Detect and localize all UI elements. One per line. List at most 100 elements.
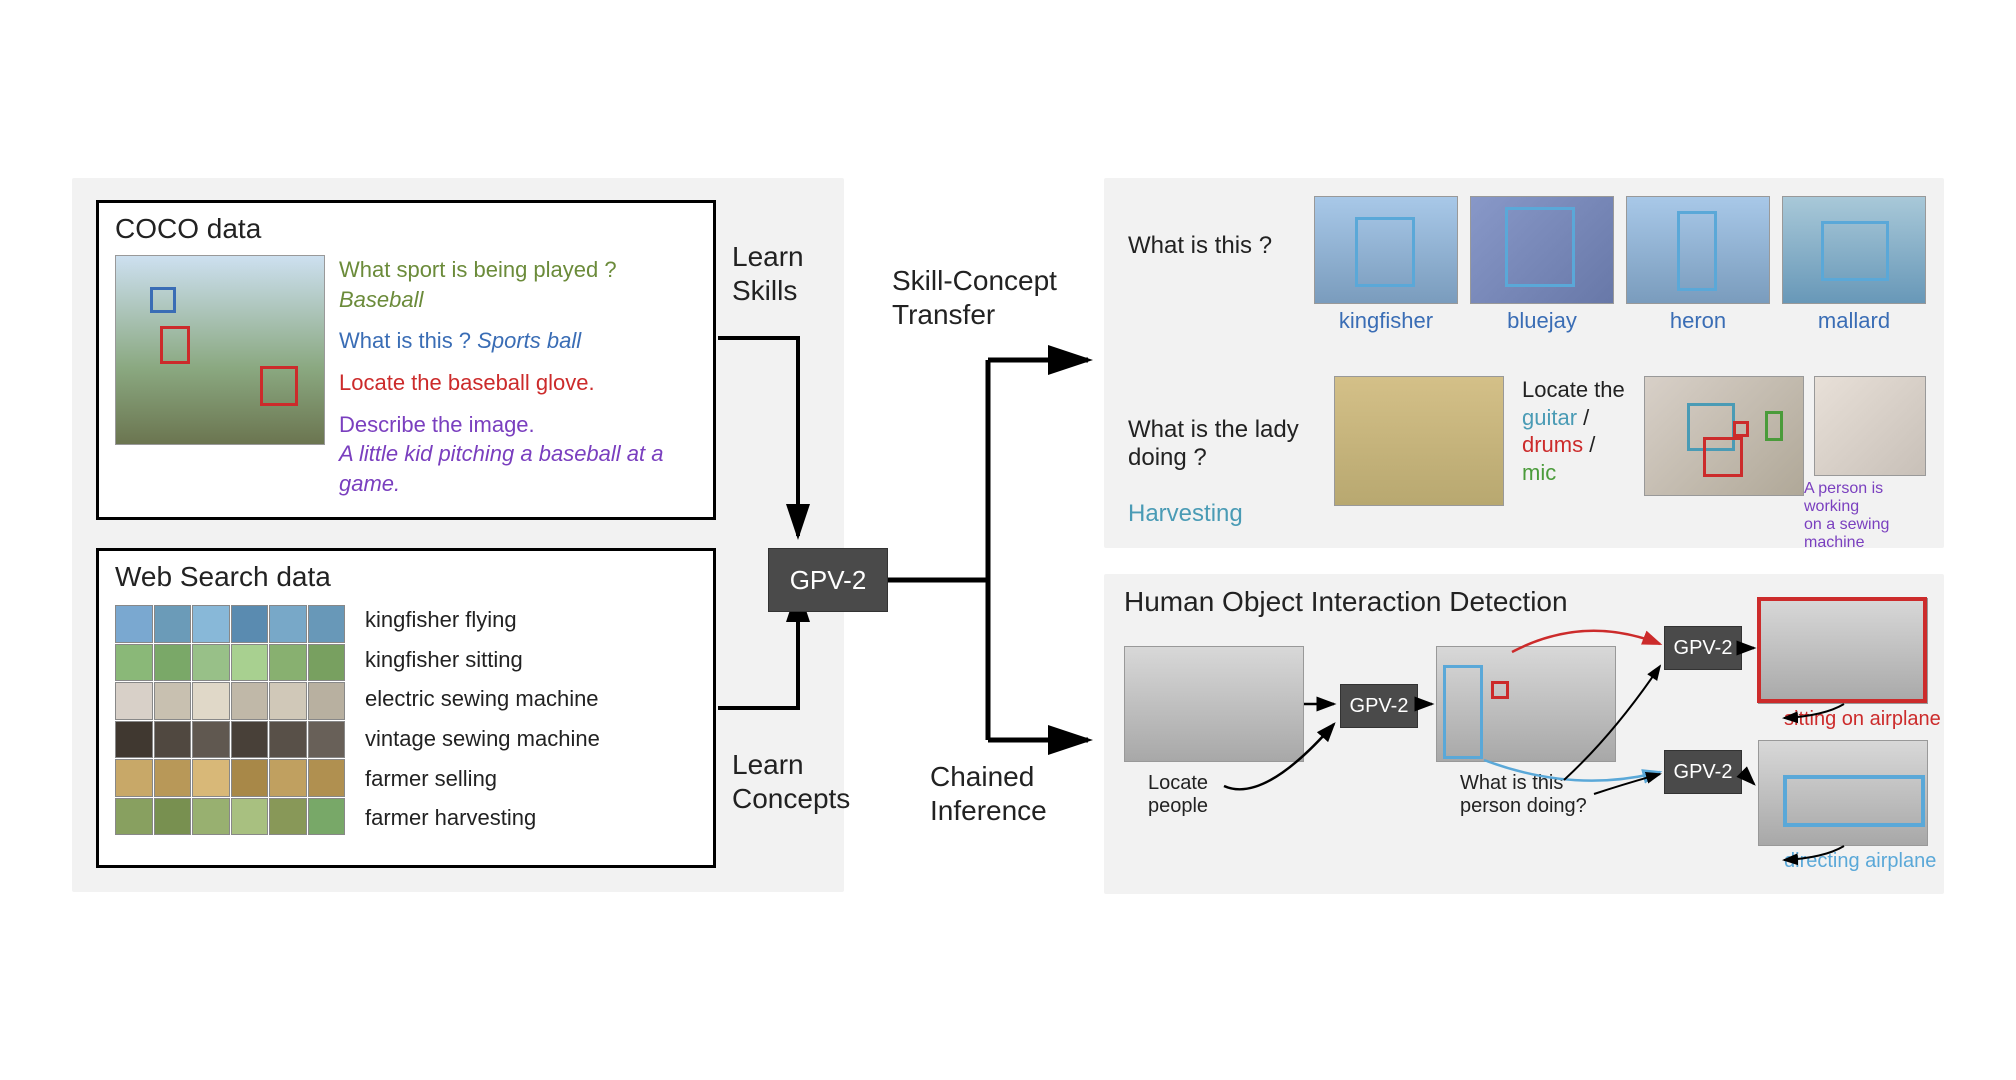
bird-3-bbox [1821,221,1889,281]
coco-prompts: What sport is being played ? Baseball Wh… [339,255,699,499]
bird-3-label: mallard [1782,308,1926,334]
bird-0-img [1314,196,1458,304]
grid-thumb [269,644,307,682]
chained-label: Chained Inference [930,760,1047,827]
bird-2-img [1626,196,1770,304]
grid-thumb [308,682,346,720]
grid-thumb [115,682,153,720]
coco-prompt-2-q: Locate the baseball glove. [339,370,595,395]
web-query-3: vintage sewing machine [365,724,705,754]
grid-thumb [192,721,230,759]
locate-mic: mic [1522,460,1556,485]
q-lady-doing: What is the lady doing ? Harvesting [1128,388,1299,528]
grid-thumb [115,605,153,643]
grid-thumb [115,798,153,836]
grid-thumb [192,682,230,720]
grid-thumb [154,798,192,836]
grid-thumb [231,605,269,643]
sewing-caption: A person is working on a sewing machine [1804,480,1938,552]
band-bbox-extra [1733,421,1749,437]
web-grid [115,605,345,835]
learn-skills-label: Learn Skills [732,240,804,307]
bird-1-img [1470,196,1614,304]
grid-thumb [308,644,346,682]
harvest-img [1334,376,1504,506]
gpv-center-label: GPV-2 [790,565,867,596]
grid-thumb [154,605,192,643]
coco-prompt-0-a: Baseball [339,287,423,312]
grid-thumb [269,759,307,797]
learn-concepts-label: Learn Concepts [732,748,850,815]
q-what-is-this: What is this ? [1128,232,1272,260]
grid-thumb [192,605,230,643]
bird-2-label: heron [1626,308,1770,334]
right-top-panel: What is this ? kingfisher bluejay heron … [1104,178,1944,548]
sewing-img [1814,376,1926,476]
locate-drums: drums [1522,432,1583,457]
q-lady-ans: Harvesting [1128,500,1243,527]
grid-thumb [192,759,230,797]
web-query-0: kingfisher flying [365,605,705,635]
coco-prompt-2: Locate the baseball glove. [339,368,699,398]
web-query-2: electric sewing machine [365,684,705,714]
bird-3-img [1782,196,1926,304]
band-bbox-drums [1703,437,1743,477]
locate-prefix: Locate the [1522,377,1625,402]
grid-thumb [192,798,230,836]
grid-thumb [115,721,153,759]
web-query-4: farmer selling [365,764,705,794]
band-bbox-mic [1765,411,1783,441]
arrow-coco-to-gpv [718,318,848,558]
coco-prompt-1-q: What is this ? [339,328,471,353]
grid-thumb [231,644,269,682]
grid-thumb [269,682,307,720]
coco-title: COCO data [115,213,261,245]
right-bottom-panel: Human Object Interaction Detection Locat… [1104,574,1944,894]
web-title: Web Search data [115,561,331,593]
grid-thumb [231,759,269,797]
locate-prompt: Locate the guitar / drums / mic [1522,376,1625,486]
arrow-gpv-out [888,330,1098,750]
coco-prompt-3-a: A little kid pitching a baseball at a ga… [339,441,664,496]
grid-thumb [308,798,346,836]
web-query-1: kingfisher sitting [365,645,705,675]
coco-bbox-glove-2 [260,366,298,406]
coco-prompt-0-q: What sport is being played ? [339,257,617,282]
q-lady-doing-text: What is the lady doing ? [1128,416,1299,471]
grid-thumb [154,721,192,759]
grid-thumb [269,605,307,643]
grid-thumb [115,759,153,797]
bird-1-bbox [1505,207,1575,287]
grid-thumb [192,644,230,682]
gpv-center: GPV-2 [768,548,888,612]
hoi-arrows [1104,574,1944,894]
grid-thumb [308,759,346,797]
grid-thumb [154,759,192,797]
grid-thumb [231,721,269,759]
coco-prompt-0: What sport is being played ? Baseball [339,255,699,314]
grid-thumb [308,721,346,759]
web-queries: kingfisher flying kingfisher sitting ele… [365,605,705,833]
coco-bbox-ball [150,287,176,313]
coco-prompt-1-a: Sports ball [477,328,581,353]
grid-thumb [269,798,307,836]
web-query-5: farmer harvesting [365,803,705,833]
left-panel: COCO data What sport is being played ? B… [72,178,844,892]
bird-0-label: kingfisher [1314,308,1458,334]
grid-thumb [231,682,269,720]
coco-image [115,255,325,445]
grid-thumb [269,721,307,759]
web-box: Web Search data [96,548,716,868]
bird-1-label: bluejay [1470,308,1614,334]
grid-thumb [231,798,269,836]
grid-thumb [308,605,346,643]
grid-thumb [154,644,192,682]
skill-transfer-label: Skill-Concept Transfer [892,264,1057,331]
coco-prompt-3-q: Describe the image. [339,412,535,437]
coco-bbox-glove-1 [160,326,190,364]
grid-thumb [115,644,153,682]
grid-thumb [154,682,192,720]
band-img [1644,376,1804,496]
coco-prompt-1: What is this ? Sports ball [339,326,699,356]
bird-2-bbox [1677,211,1717,291]
